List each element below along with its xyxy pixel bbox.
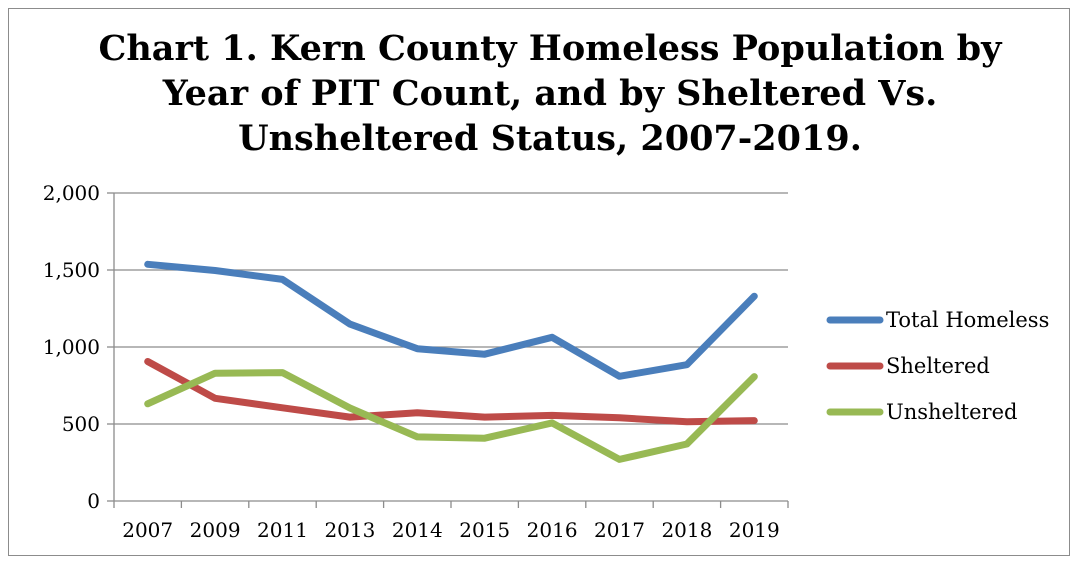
x-tick-label-2009: 2009	[190, 518, 241, 542]
x-tick-label-2015: 2015	[459, 518, 510, 542]
axes	[107, 192, 789, 508]
series-line-unsheltered	[144, 369, 758, 463]
legend-label-unsheltered: Unsheltered	[886, 400, 1017, 424]
y-tick-label-0: 0	[87, 489, 100, 513]
x-tick-label-2014: 2014	[392, 518, 443, 542]
legend-label-sheltered: Sheltered	[886, 354, 990, 378]
x-tick-label-2011: 2011	[257, 518, 308, 542]
y-tick-label-500: 500	[62, 412, 100, 436]
series-line-sheltered	[144, 358, 758, 426]
x-tick-label-2018: 2018	[661, 518, 712, 542]
x-tick-label-2016: 2016	[527, 518, 578, 542]
chart-frame	[8, 8, 1070, 556]
chart-title-line-3: Unsheltered Status, 2007-2019.	[238, 118, 862, 159]
x-tick-label-2013: 2013	[324, 518, 375, 542]
y-tick-labels: 0 500 1,000 1,500 2,000	[43, 181, 100, 513]
y-tick-label-1500: 1,500	[43, 258, 100, 282]
series-line-total-homeless	[144, 260, 758, 380]
chart-title-line-2: Year of PIT Count, and by Sheltered Vs.	[162, 73, 938, 114]
legend: Total Homeless Sheltered Unsheltered	[826, 308, 1049, 424]
x-tick-label-2017: 2017	[594, 518, 645, 542]
y-tick-label-1000: 1,000	[43, 335, 100, 359]
x-tick-label-2007: 2007	[122, 518, 173, 542]
x-tick-labels: 2007 2009 2011 2013 2014 2015 2016 2017 2018 2019	[122, 518, 780, 542]
x-tick-label-2019: 2019	[729, 518, 780, 542]
legend-label-total-homeless: Total Homeless	[886, 308, 1049, 332]
chart-title: Chart 1. Kern County Homeless Population…	[70, 26, 1030, 161]
y-tick-label-2000: 2,000	[43, 181, 100, 205]
chart-title-line-1: Chart 1. Kern County Homeless Population…	[98, 28, 1002, 69]
gridlines	[114, 192, 788, 425]
series-lines	[144, 260, 758, 463]
